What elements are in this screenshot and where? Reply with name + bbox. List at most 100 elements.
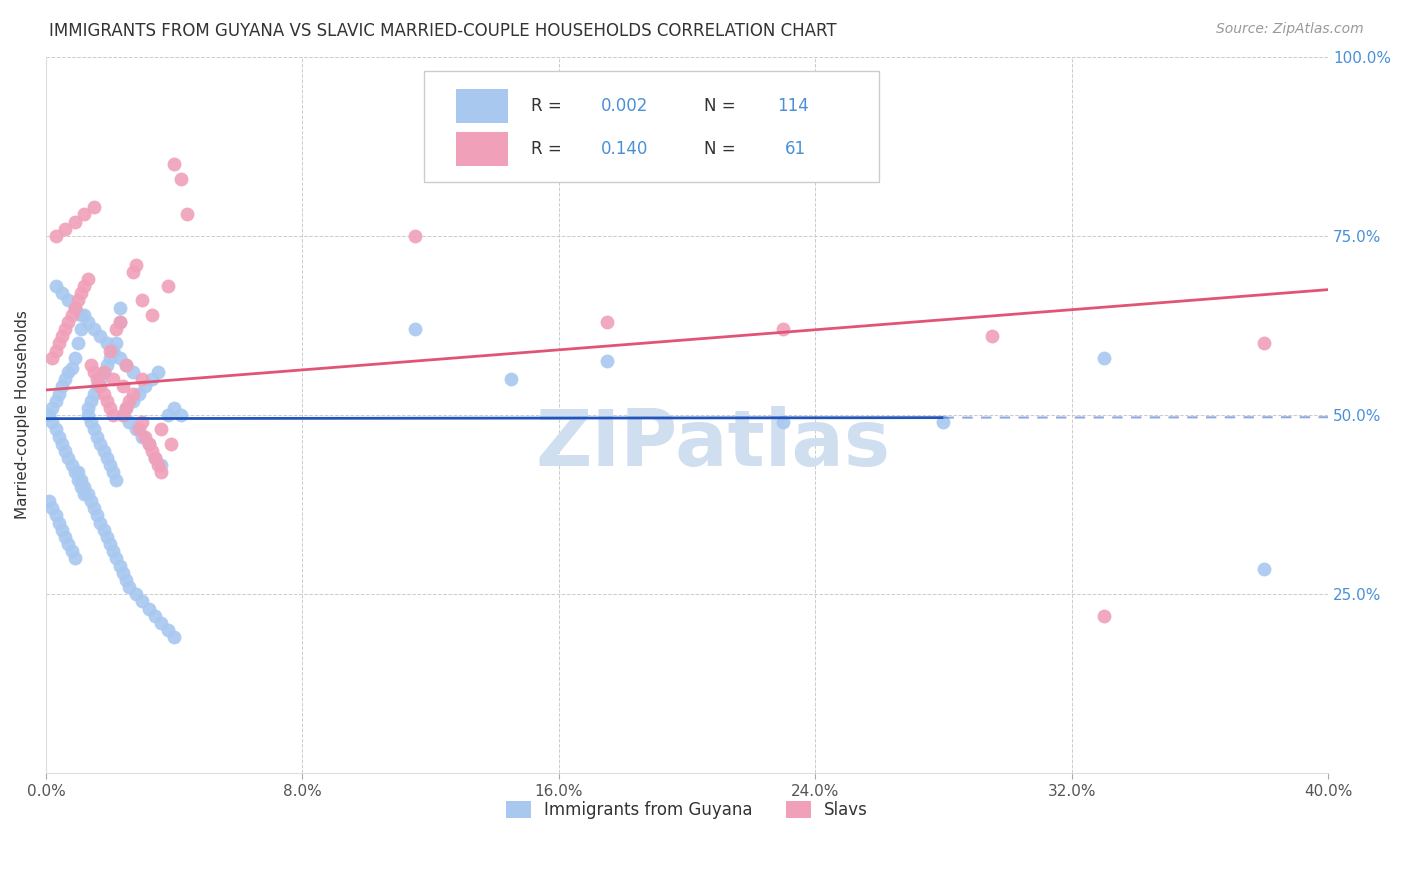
Point	[76, 401, 98, 415]
Point	[45, 393, 67, 408]
Point	[131, 429, 153, 443]
Point	[41, 415, 63, 429]
Point	[98, 537, 121, 551]
Point	[80, 415, 103, 429]
Point	[143, 608, 166, 623]
Point	[70, 322, 93, 336]
Point	[128, 386, 150, 401]
FancyBboxPatch shape	[457, 132, 508, 166]
Point	[404, 228, 426, 243]
Point	[1092, 608, 1115, 623]
Point	[73, 279, 96, 293]
Point	[48, 336, 70, 351]
Point	[932, 415, 955, 429]
Point	[89, 436, 111, 450]
Point	[108, 558, 131, 573]
Point	[58, 315, 80, 329]
Point	[48, 429, 70, 443]
Point	[83, 200, 105, 214]
Point	[51, 286, 73, 301]
Point	[98, 351, 121, 365]
Point	[98, 343, 121, 358]
Point	[143, 451, 166, 466]
Point	[96, 393, 118, 408]
Point	[86, 429, 108, 443]
Point	[58, 451, 80, 466]
Point	[125, 587, 148, 601]
Point	[138, 436, 160, 450]
Point	[121, 265, 143, 279]
Point	[111, 379, 134, 393]
Point	[108, 315, 131, 329]
Point	[150, 458, 173, 473]
Point	[83, 386, 105, 401]
Point	[121, 365, 143, 379]
Point	[41, 501, 63, 516]
FancyBboxPatch shape	[425, 71, 879, 182]
Point	[58, 293, 80, 308]
Point	[121, 393, 143, 408]
Point	[105, 473, 128, 487]
Point	[60, 544, 83, 558]
Point	[51, 523, 73, 537]
Point	[125, 258, 148, 272]
Point	[53, 221, 76, 235]
Point	[98, 458, 121, 473]
Point	[980, 329, 1002, 343]
Point	[38, 408, 60, 422]
Point	[86, 372, 108, 386]
Point	[70, 308, 93, 322]
Point	[146, 458, 169, 473]
Point	[143, 451, 166, 466]
Point	[51, 329, 73, 343]
Point	[156, 279, 179, 293]
Point	[131, 293, 153, 308]
Point	[83, 422, 105, 436]
Point	[80, 494, 103, 508]
Point	[108, 351, 131, 365]
Point	[89, 372, 111, 386]
Point	[134, 379, 156, 393]
Point	[53, 530, 76, 544]
Point	[45, 279, 67, 293]
Text: 0.002: 0.002	[602, 97, 648, 115]
Point	[76, 408, 98, 422]
Point	[73, 480, 96, 494]
Point	[111, 408, 134, 422]
Point	[103, 544, 125, 558]
Point	[83, 322, 105, 336]
Point	[146, 365, 169, 379]
Point	[105, 322, 128, 336]
Point	[51, 379, 73, 393]
Point	[96, 530, 118, 544]
Point	[138, 436, 160, 450]
Point	[53, 443, 76, 458]
Point	[86, 379, 108, 393]
Point	[63, 301, 86, 315]
Point	[53, 372, 76, 386]
Point	[163, 630, 186, 644]
Point	[150, 615, 173, 630]
Point	[115, 401, 138, 415]
Point	[58, 537, 80, 551]
Text: N =: N =	[704, 140, 741, 158]
Point	[169, 171, 191, 186]
Point	[89, 379, 111, 393]
Legend: Immigrants from Guyana, Slavs: Immigrants from Guyana, Slavs	[499, 795, 875, 826]
Text: 61: 61	[785, 140, 806, 158]
Point	[115, 573, 138, 587]
Point	[96, 358, 118, 372]
Point	[596, 315, 619, 329]
Point	[176, 207, 198, 221]
Point	[66, 293, 89, 308]
Point	[131, 594, 153, 608]
Point	[86, 508, 108, 523]
Point	[48, 386, 70, 401]
Point	[111, 566, 134, 580]
Text: 0.140: 0.140	[602, 140, 648, 158]
Point	[80, 393, 103, 408]
Point	[73, 308, 96, 322]
Point	[60, 308, 83, 322]
Point	[596, 354, 619, 368]
Point	[115, 401, 138, 415]
